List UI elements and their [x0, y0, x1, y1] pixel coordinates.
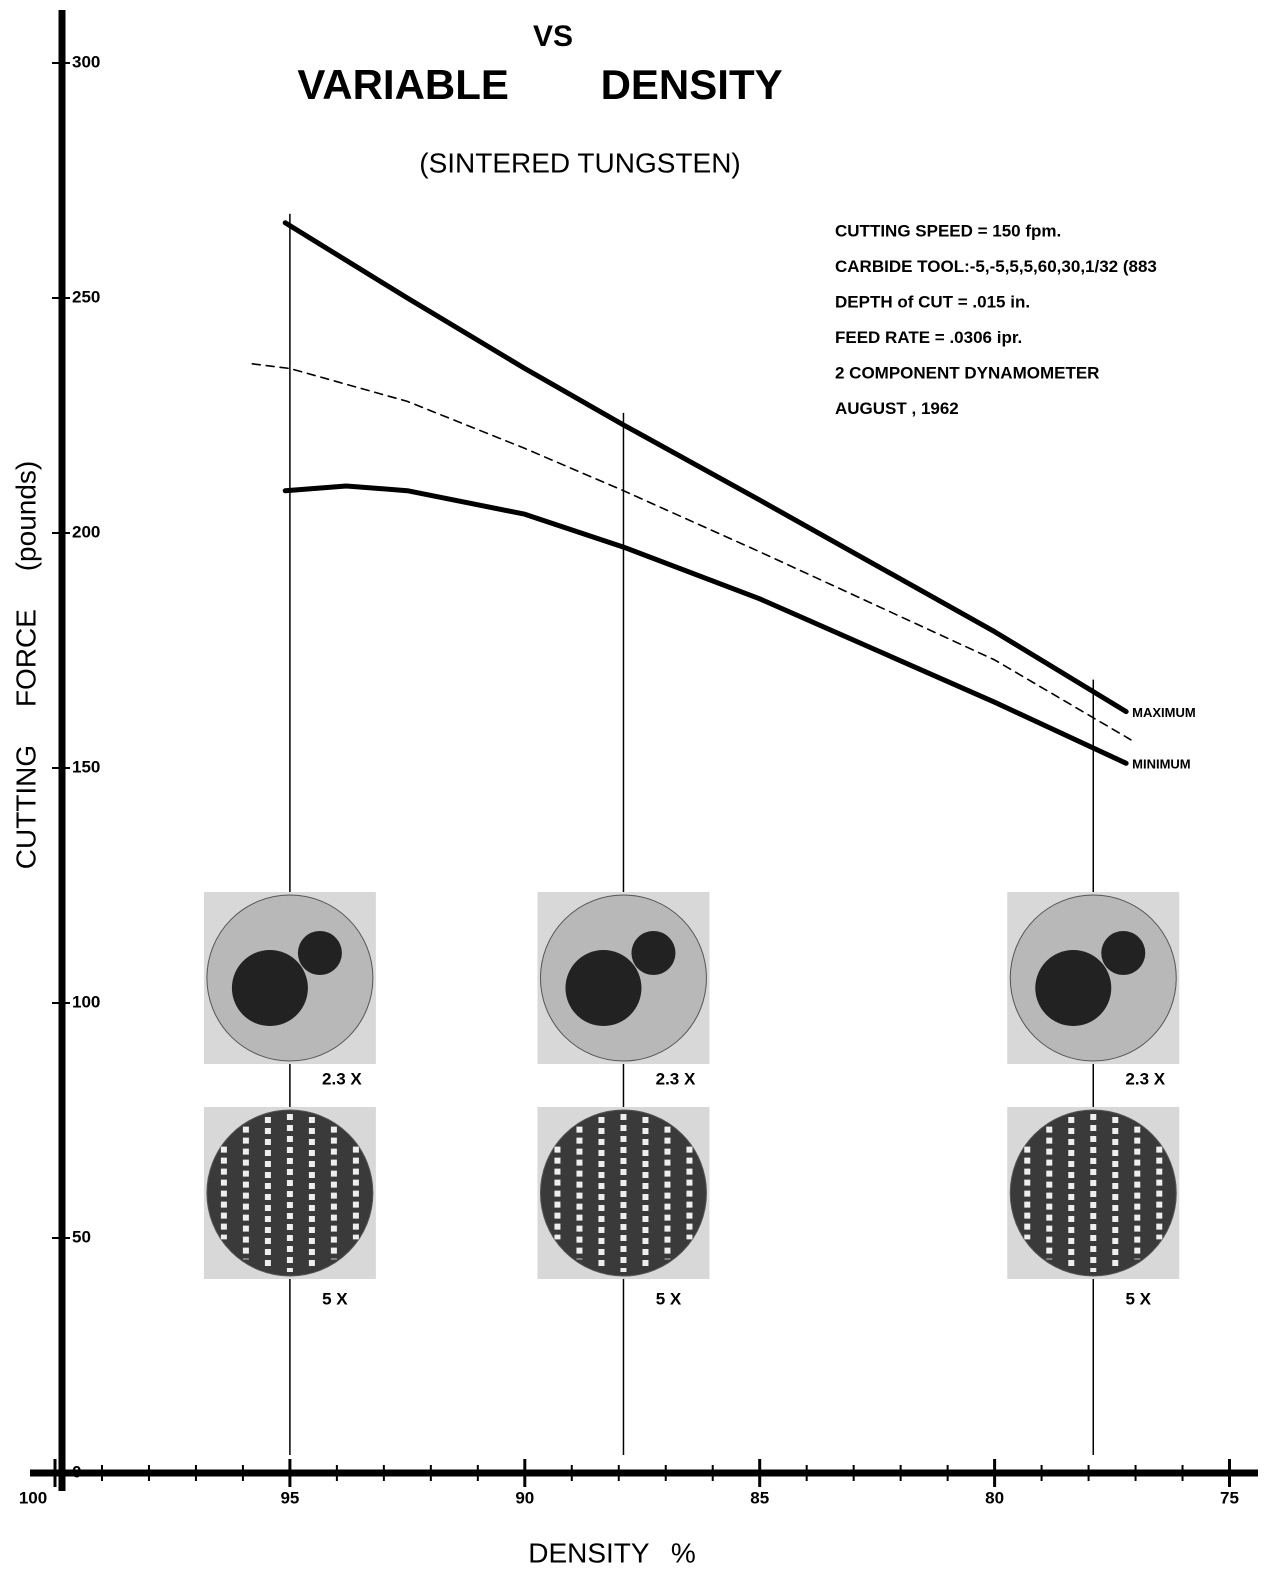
micrograph-blob [1035, 950, 1111, 1026]
magnification-label: 5 X [656, 1289, 682, 1308]
note: CUTTING SPEED = 150 fpm. [835, 221, 1061, 240]
note: CARBIDE TOOL:-5,-5,5,5,60,30,1/32 (883 [835, 257, 1157, 276]
x-tick-label: 95 [280, 1488, 299, 1507]
x-tick-label: 100 [19, 1488, 47, 1507]
series-line [252, 364, 1131, 740]
y-axis-label: CUTTING FORCE (pounds) [10, 461, 41, 870]
x-axis-label: DENSITY % [528, 1537, 696, 1568]
magnification-label: 5 X [322, 1289, 348, 1308]
magnification-label: 2.3 X [322, 1069, 362, 1088]
micrograph-blob [232, 950, 308, 1026]
y-tick-label: 100 [72, 992, 100, 1011]
series-label: MAXIMUM [1132, 705, 1196, 720]
y-tick-label: 250 [72, 287, 100, 306]
chart: VS VARIABLE DENSITY (SINTERED TUNGSTEN) … [0, 0, 1275, 1586]
x-tick-label: 90 [515, 1488, 534, 1507]
subtitle: (SINTERED TUNGSTEN) [419, 147, 741, 178]
y-tick-label: 50 [72, 1227, 91, 1246]
x-tick-label: 75 [1220, 1488, 1239, 1507]
x-tick-label: 80 [985, 1488, 1004, 1507]
note: FEED RATE = .0306 ipr. [835, 328, 1022, 347]
y-tick-label: 200 [72, 522, 100, 541]
magnification-label: 2.3 X [656, 1069, 696, 1088]
micrograph-blob [1101, 931, 1145, 975]
title-line: VS [533, 20, 573, 53]
note: 2 COMPONENT DYNAMOMETER [835, 363, 1099, 382]
note: DEPTH of CUT = .015 in. [835, 292, 1030, 311]
magnification-label: 5 X [1126, 1289, 1152, 1308]
magnification-label: 2.3 X [1125, 1069, 1165, 1088]
x-tick-label: 85 [750, 1488, 769, 1507]
note: AUGUST , 1962 [835, 399, 959, 418]
y-tick-label: 150 [72, 757, 100, 776]
series-label: MINIMUM [1132, 757, 1191, 772]
micrograph-blob [298, 931, 342, 975]
micrograph-blob [631, 931, 675, 975]
y-tick-label: 300 [72, 52, 100, 71]
y-tick-label: 0 [72, 1462, 81, 1481]
micrograph-blob [565, 950, 641, 1026]
title-line: VARIABLE DENSITY [297, 61, 782, 108]
